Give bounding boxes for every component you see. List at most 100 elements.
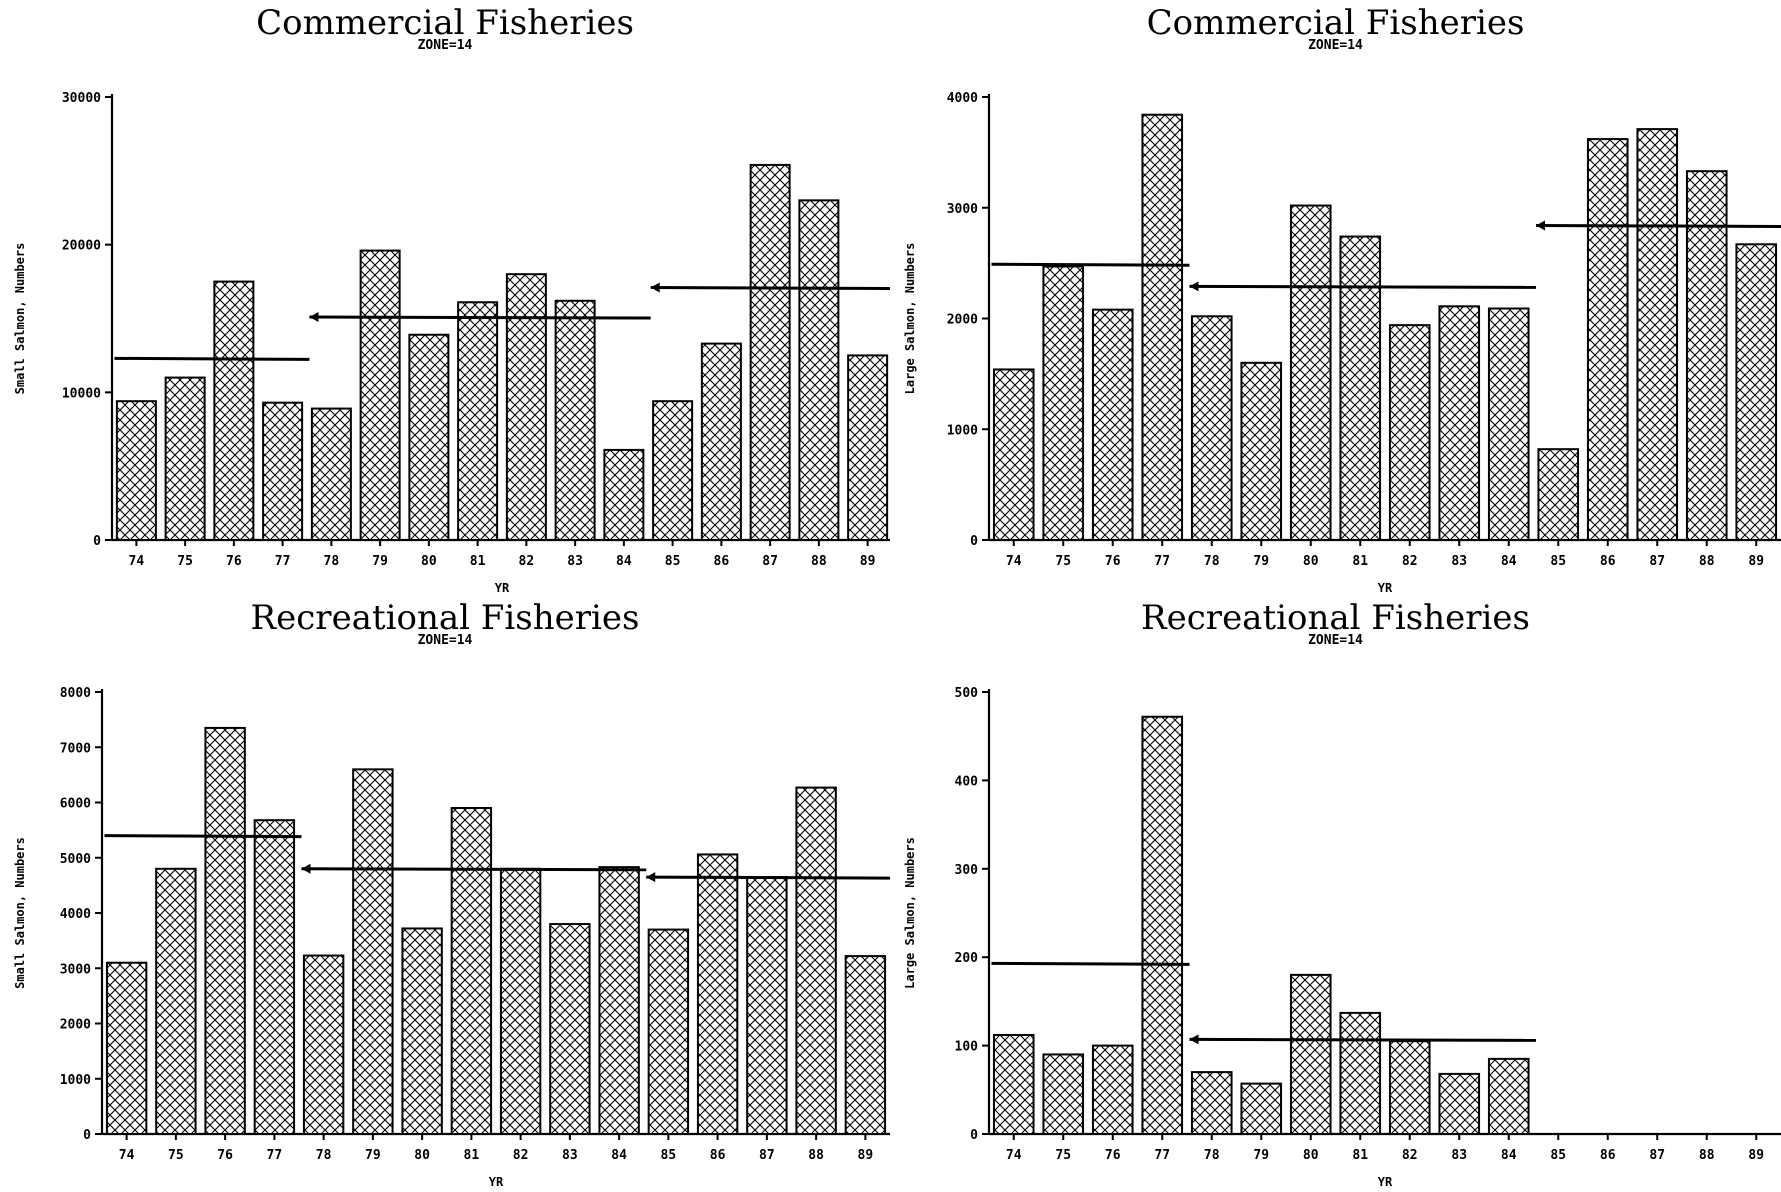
bar-80 [408,333,450,542]
y-tick-label: 20000 [62,239,101,254]
y-tick-label: 3000 [947,202,978,217]
bar-86 [696,853,739,1135]
x-tick-label: 77 [1154,554,1170,569]
x-tick-label: 89 [860,554,876,569]
x-tick-label: 89 [1748,1148,1764,1163]
period-mean-arrowhead [1189,1034,1199,1045]
period-mean-line [646,875,890,880]
x-tick-label: 75 [177,554,193,569]
bar-81 [457,301,499,541]
bar-88 [795,786,837,1136]
bar-82 [1388,324,1431,541]
chart-title: Recreational Fisheries [1141,598,1530,638]
x-tick-label: 74 [129,554,145,569]
bar-83 [1438,305,1481,541]
period-mean-line [1189,1037,1536,1042]
y-tick-label: 0 [93,534,101,549]
bar-75 [164,376,206,542]
x-tick-label: 87 [762,554,778,569]
x-tick-label: 78 [1204,1148,1220,1163]
x-tick-label: 77 [267,1148,283,1163]
bar-76 [1091,1044,1134,1136]
x-tick-label: 89 [858,1148,874,1163]
y-tick-label: 300 [955,863,979,878]
x-tick-label: 75 [1055,554,1071,569]
bar-77 [253,819,296,1135]
x-tick-label: 83 [562,1148,578,1163]
y-axis-label: Small Salmon, Numbers [13,837,27,989]
x-tick-label: 79 [1253,554,1269,569]
bar-75 [155,867,197,1135]
y-tick-label: 2000 [60,1018,91,1033]
x-tick-label: 81 [464,1148,480,1163]
bar-83 [554,299,596,541]
x-tick-label: 81 [1352,554,1368,569]
bar-79 [1240,1082,1283,1135]
bar-83 [549,923,591,1135]
bar-77 [262,401,304,542]
chart-title: Commercial Fisheries [1146,3,1525,43]
period-mean-line [991,961,1190,966]
bar-86 [1586,138,1629,542]
x-tick-label: 87 [1649,1148,1665,1163]
x-tick-label: 81 [1352,1148,1368,1163]
bar-77 [1141,715,1184,1135]
x-tick-label: 88 [808,1148,824,1163]
bar-81 [450,807,493,1135]
chart-panel-commercial-large: Commercial Fisheries ZONE=14 0 1000 2000 30… [890,0,1781,595]
x-tick-label: 76 [217,1148,233,1163]
x-tick-label: 85 [1550,554,1566,569]
x-tick-label: 88 [811,554,827,569]
chart-plot: 0 1000 2000 3000 4000 74 75 76 77 78 79 80 81 82 83 84 8… [903,91,1781,595]
x-tick-label: 89 [1748,554,1764,569]
bar-85 [1537,448,1580,541]
bar-84 [1487,307,1530,541]
bar-85 [652,400,694,541]
x-tick-label: 78 [316,1148,332,1163]
bar-74 [115,400,157,541]
bar-84 [603,448,645,542]
y-tick-label: 400 [955,774,979,789]
bar-78 [302,954,345,1136]
x-tick-label: 80 [421,554,437,569]
x-tick-label: 80 [1303,1148,1319,1163]
chart-subtitle: ZONE=14 [1308,38,1363,53]
x-tick-label: 82 [1402,1148,1418,1163]
bar-83 [1438,1072,1481,1135]
chart-subtitle: ZONE=14 [1308,633,1363,648]
chart-panel-recreational-large: Recreational Fisheries ZONE=14 0 100 200 30… [890,595,1781,1192]
chart-title: Recreational Fisheries [250,598,640,638]
bar-82 [505,273,547,541]
y-tick-label: 7000 [60,741,91,756]
x-tick-label: 80 [1303,554,1319,569]
y-tick-label: 0 [83,1128,91,1143]
period-mean-line [991,262,1190,267]
period-mean-arrowhead [650,282,660,293]
bar-76 [204,726,246,1135]
y-tick-label: 6000 [60,797,91,812]
x-tick-label: 84 [1501,1148,1517,1163]
x-tick-label: 88 [1699,1148,1715,1163]
bar-77 [1141,113,1184,541]
x-tick-label: 78 [1204,554,1220,569]
bar-87 [746,876,788,1135]
x-tick-label: 85 [661,1148,677,1163]
period-mean-line [1189,284,1536,289]
bar-89 [844,955,887,1135]
x-tick-label: 79 [365,1148,381,1163]
bar-82 [499,867,542,1135]
y-tick-label: 100 [955,1040,979,1055]
bar-79 [352,768,394,1135]
bar-76 [1091,308,1134,542]
period-mean-arrowhead [1189,281,1199,292]
x-tick-label: 84 [611,1148,627,1163]
y-tick-label: 1000 [60,1073,91,1088]
x-tick-label: 76 [1105,554,1121,569]
x-tick-label: 74 [1006,554,1022,569]
period-mean-line [104,834,302,839]
x-tick-label: 81 [470,554,486,569]
bar-78 [310,407,352,541]
bar-74 [992,1033,1035,1136]
x-axis-label: YR [1378,1175,1393,1189]
period-mean-arrowhead [301,863,311,874]
